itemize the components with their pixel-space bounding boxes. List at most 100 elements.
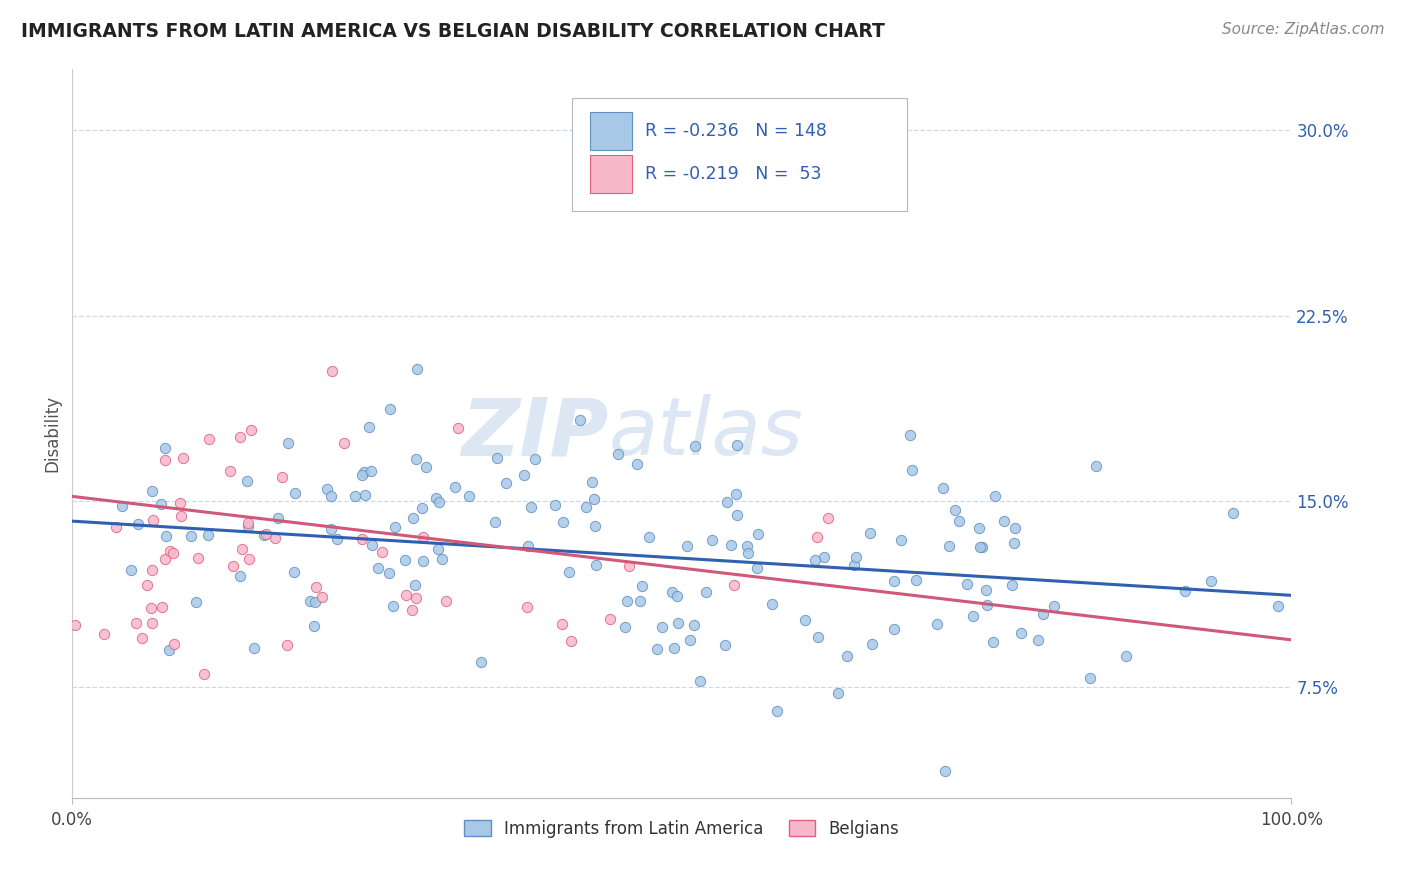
FancyBboxPatch shape xyxy=(591,112,631,150)
Point xyxy=(583,519,606,533)
Point xyxy=(898,428,921,442)
Point xyxy=(1222,506,1244,520)
Point xyxy=(427,541,450,556)
Point xyxy=(315,482,337,496)
Point xyxy=(153,442,176,456)
Point xyxy=(948,514,970,528)
Text: Source: ZipAtlas.com: Source: ZipAtlas.com xyxy=(1222,22,1385,37)
Point xyxy=(236,474,259,488)
Point xyxy=(353,465,375,479)
Point xyxy=(197,528,219,542)
Point xyxy=(723,578,745,592)
Point xyxy=(862,637,884,651)
Text: R = -0.219   N =  53: R = -0.219 N = 53 xyxy=(645,165,821,184)
Point xyxy=(976,598,998,612)
Point xyxy=(187,551,209,566)
Point xyxy=(569,413,592,427)
Point xyxy=(360,464,382,478)
Point xyxy=(1042,599,1064,613)
Point xyxy=(1115,648,1137,663)
Point xyxy=(367,560,389,574)
Point xyxy=(63,618,86,632)
Point xyxy=(427,494,450,508)
Point xyxy=(298,594,321,608)
Point xyxy=(981,635,1004,649)
Point xyxy=(172,450,194,465)
Point xyxy=(239,423,262,437)
Point xyxy=(1199,574,1222,588)
Point xyxy=(401,602,423,616)
Point xyxy=(676,540,699,554)
Point xyxy=(430,552,453,566)
Point xyxy=(302,619,325,633)
Point xyxy=(412,553,434,567)
Point xyxy=(725,438,748,452)
Point xyxy=(127,516,149,531)
Point xyxy=(131,631,153,645)
Point xyxy=(956,577,979,591)
Point xyxy=(1078,671,1101,685)
Point xyxy=(277,436,299,450)
Point xyxy=(135,578,157,592)
Point xyxy=(395,588,418,602)
Point xyxy=(614,620,637,634)
FancyBboxPatch shape xyxy=(591,155,631,194)
Point xyxy=(104,520,127,534)
Point xyxy=(890,533,912,548)
Point xyxy=(747,527,769,541)
Point xyxy=(238,519,260,533)
Point xyxy=(551,617,574,632)
Point xyxy=(683,618,706,632)
Point xyxy=(141,484,163,499)
Point xyxy=(457,489,479,503)
Point xyxy=(402,511,425,525)
Point xyxy=(516,539,538,553)
Point xyxy=(513,468,536,483)
Point xyxy=(827,686,849,700)
Point xyxy=(806,530,828,544)
Point xyxy=(976,583,998,598)
Point xyxy=(666,615,689,630)
Legend: Immigrants from Latin America, Belgians: Immigrants from Latin America, Belgians xyxy=(457,814,905,845)
Point xyxy=(142,513,165,527)
Point xyxy=(1004,521,1026,535)
Point xyxy=(384,520,406,534)
Point xyxy=(153,453,176,467)
Point xyxy=(582,491,605,506)
Point xyxy=(162,637,184,651)
Point xyxy=(404,578,426,592)
Point xyxy=(1174,583,1197,598)
Point xyxy=(883,574,905,589)
Point xyxy=(745,561,768,575)
Point xyxy=(352,468,374,483)
Point xyxy=(617,559,640,574)
Point xyxy=(931,481,953,495)
Point xyxy=(139,601,162,615)
Point xyxy=(1010,626,1032,640)
Point xyxy=(720,538,742,552)
Point xyxy=(993,514,1015,528)
Point xyxy=(716,495,738,509)
Point xyxy=(411,500,433,515)
Text: ZIP: ZIP xyxy=(461,394,609,473)
Point xyxy=(222,559,245,574)
Point xyxy=(695,585,717,599)
Point xyxy=(516,600,538,615)
Point xyxy=(813,549,835,564)
Point xyxy=(350,532,373,546)
Point xyxy=(575,500,598,515)
Point xyxy=(683,438,706,452)
Point xyxy=(803,553,825,567)
Point xyxy=(631,578,654,592)
Point xyxy=(470,655,492,669)
Point xyxy=(557,565,579,579)
Point xyxy=(243,641,266,656)
Point xyxy=(231,541,253,556)
Point xyxy=(735,540,758,554)
Point xyxy=(319,489,342,503)
Point xyxy=(266,511,288,525)
Point xyxy=(254,527,277,541)
Point xyxy=(304,595,326,609)
Point xyxy=(321,522,343,536)
Point xyxy=(370,545,392,559)
